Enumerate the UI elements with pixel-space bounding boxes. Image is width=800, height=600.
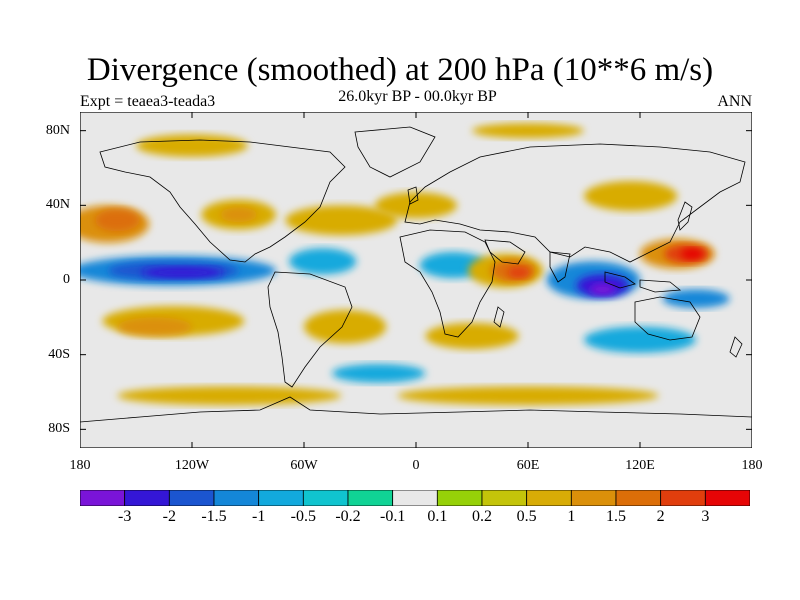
anomaly-region [681,248,704,260]
y-tick-label: 80S [48,421,70,437]
x-tick-label: 180 [69,458,91,473]
anomaly-field [80,123,730,406]
x-tick-label: 120E [625,458,655,473]
axis-ticks [80,112,752,448]
colorbar-swatch [80,490,126,506]
anomaly-region [332,364,426,383]
colorbar-swatch [124,490,170,506]
x-tick-label: 120W [174,458,210,473]
anomaly-region [117,386,342,406]
colorbar-label: 1.5 [606,508,626,525]
season-label: ANN [717,93,752,110]
anomaly-region [374,192,458,219]
x-tick-label: 180 [741,458,763,473]
anomaly-region [304,309,387,344]
colorbar-label: 2 [656,508,665,525]
colorbar-swatch [570,490,617,506]
anomaly-region [662,289,730,308]
colorbar-swatch [302,490,349,506]
anomaly-region [589,283,616,295]
colorbar-swatch [660,490,706,506]
colorbar-swatch [168,490,215,506]
colorbar [80,490,750,506]
anomaly-region [141,266,224,279]
colorbar-swatch [615,490,662,506]
anomaly-region [425,322,519,350]
colorbar-label: 0.2 [472,508,492,525]
map-panel [80,112,752,448]
colorbar-swatch [392,490,438,506]
colorbar-label: -2 [162,508,176,525]
y-tick-label: 80N [45,122,70,138]
colorbar-label: -1.5 [201,508,227,525]
anomaly-region [136,134,248,157]
anomaly-region [472,123,584,139]
anomaly-region [220,207,258,223]
anomaly-region [289,248,357,275]
y-tick-label: 0 [63,272,70,287]
divergence-map [80,112,752,448]
colorbar-swatches [80,490,750,506]
y-tick-label: 40N [45,197,70,213]
x-tick-label: 60E [516,458,540,473]
colorbar-swatch [526,490,572,506]
anomaly-region [397,386,659,406]
anomaly-region [507,266,530,279]
colorbar-label: -1 [251,508,266,525]
colorbar-label: 0.5 [516,508,537,525]
colorbar-swatch [347,490,394,506]
coastlines [80,126,752,423]
x-tick-label: 0 [412,458,420,473]
y-tick-label: 40S [48,346,70,362]
colorbar-label: -0.2 [335,508,361,525]
colorbar-swatch [213,490,260,506]
colorbar-label: -0.5 [290,508,316,525]
x-tick-label: 60W [290,458,318,473]
anomaly-region [117,317,192,336]
anomaly-region [584,326,696,353]
colorbar-label: 0.1 [427,508,448,525]
colorbar-label: 1 [567,508,576,525]
colorbar-swatch [481,490,528,506]
colorbar-label: 3 [701,508,710,525]
colorbar-label: -0.1 [379,508,406,525]
colorbar-swatch [436,490,483,506]
colorbar-swatch [258,490,304,506]
experiment-label: Expt = teaea3-teada3 [80,93,216,110]
chart-title: Divergence (smoothed) at 200 hPa (10**6 … [86,52,714,88]
anomaly-region [285,205,398,236]
colorbar-swatch [704,490,750,506]
period-label: 26.0kyr BP - 00.0kyr BP [338,88,497,105]
anomaly-region [584,181,678,211]
colorbar-label: -3 [117,508,132,525]
anomaly-region [94,209,140,232]
